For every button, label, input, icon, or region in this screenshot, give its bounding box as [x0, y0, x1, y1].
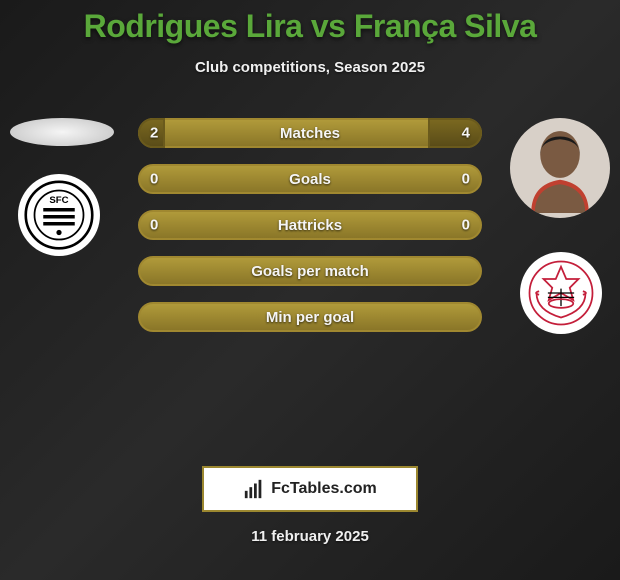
brand-label: FcTables.com	[271, 480, 377, 498]
stat-row: Goals per match	[138, 256, 482, 286]
player-left-avatar	[10, 118, 114, 146]
stat-value-right: 0	[462, 217, 470, 234]
stats-bars: 2 4 Matches 0 0 Goals 0 0 Hattricks Goals per mat…	[138, 118, 482, 348]
brand-badge[interactable]: FcTables.com	[202, 466, 418, 512]
stat-label: Min per goal	[266, 309, 354, 326]
club-left-badge: SFC	[18, 174, 100, 256]
date-label: 11 february 2025	[0, 528, 620, 545]
stat-label: Hattricks	[278, 217, 342, 234]
stat-value-left: 2	[150, 125, 158, 142]
stat-value-right: 0	[462, 171, 470, 188]
stat-label: Goals per match	[251, 263, 369, 280]
santos-badge-icon: SFC	[24, 180, 94, 250]
svg-text:SFC: SFC	[49, 195, 68, 206]
club-right-badge	[520, 252, 602, 334]
page-title: Rodrigues Lira vs França Silva	[0, 8, 620, 45]
stat-row: 2 4 Matches	[138, 118, 482, 148]
chart-icon	[243, 478, 265, 500]
stat-label: Goals	[289, 171, 331, 188]
stat-row: Min per goal	[138, 302, 482, 332]
player-silhouette-icon	[515, 123, 605, 213]
stat-row: 0 0 Goals	[138, 164, 482, 194]
stat-value-right: 4	[462, 125, 470, 142]
stat-label: Matches	[280, 125, 340, 142]
player-right-avatar	[510, 118, 610, 218]
stat-value-left: 0	[150, 171, 158, 188]
subtitle: Club competitions, Season 2025	[0, 59, 620, 76]
stat-fill-right	[428, 118, 482, 148]
comparison-card: Rodrigues Lira vs França Silva Club comp…	[0, 0, 620, 545]
corinthians-badge-icon	[526, 258, 596, 328]
comparison-body: SFC 2 4 Matches 0 0 Goals 0 0 Hattricks Goals per…	[0, 118, 620, 458]
stat-value-left: 0	[150, 217, 158, 234]
stat-row: 0 0 Hattricks	[138, 210, 482, 240]
